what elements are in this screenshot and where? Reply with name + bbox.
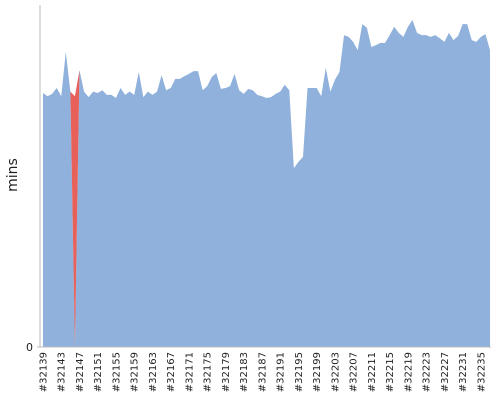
x-tick-label: #32183	[239, 352, 250, 392]
x-tick-label: #32139	[39, 352, 50, 392]
x-tick-label: #32187	[257, 352, 268, 392]
x-tick-label: #32211	[367, 352, 378, 392]
x-tick-label: #32151	[93, 352, 104, 392]
x-tick-label: #32235	[476, 352, 487, 392]
x-tick-label: #32219	[403, 352, 414, 392]
x-tick-label: #32195	[294, 352, 305, 392]
x-tick-label: #32143	[57, 352, 68, 392]
x-tick-label: #32199	[312, 352, 323, 392]
x-tick-label: #32155	[111, 352, 122, 392]
x-tick-label: #32223	[422, 352, 433, 392]
x-tick-label: #32147	[75, 352, 86, 392]
y-axis-label: mins	[5, 158, 21, 192]
x-tick-label: #32231	[458, 352, 469, 392]
x-tick-label: #32167	[166, 352, 177, 392]
x-tick-label: #32179	[221, 352, 232, 392]
x-tick-label: #32163	[148, 352, 159, 392]
x-tick-label: #32171	[184, 352, 195, 392]
x-tick-label: #32203	[330, 352, 341, 392]
x-tick-label: #32227	[440, 352, 451, 392]
y-tick-label: 0	[26, 341, 33, 354]
x-tick-label: #32207	[349, 352, 360, 392]
x-tick-label: #32159	[130, 352, 141, 392]
area	[43, 20, 490, 347]
x-tick-label: #32175	[203, 352, 214, 392]
x-tick-label: #32215	[385, 352, 396, 392]
x-tick-label: #32191	[276, 352, 287, 392]
